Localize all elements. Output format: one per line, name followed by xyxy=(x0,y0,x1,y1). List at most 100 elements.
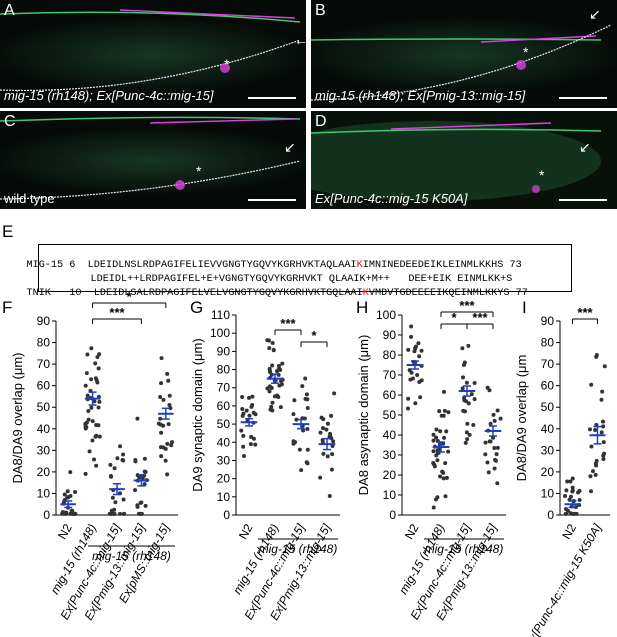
chart-g-data-point xyxy=(265,386,270,391)
panel-a-caption: mig-15 (rh148); Ex[Punc-4c::mig-15] xyxy=(4,88,214,103)
chart-i-ytick-label: 10 xyxy=(541,486,555,500)
chart-g-data-point xyxy=(240,394,245,399)
chart-i-data-point xyxy=(588,427,593,432)
panel-b-micrograph xyxy=(311,0,617,108)
chart-h-ytick-label: 0 xyxy=(389,508,396,522)
panel-e-label: E xyxy=(2,222,14,241)
chart-g-data-point xyxy=(278,405,283,410)
panel-b-caption: mig-15 (rh148); Ex[Pmig-13::mig-15] xyxy=(315,88,526,103)
chart-h-data-point xyxy=(488,421,493,426)
chart-g-data-point xyxy=(305,397,310,402)
chart-f-data-point xyxy=(133,459,138,464)
chart-f-data-point xyxy=(112,466,117,471)
chart-g-data-point xyxy=(318,430,323,435)
chart-g-data-point xyxy=(305,427,310,432)
chart-h-data-point xyxy=(443,494,448,499)
chart-h-ytick-label: 90 xyxy=(383,328,397,342)
chart-i-data-point xyxy=(570,489,575,494)
panel-b-image: B mig-15 (rh148); Ex[Pmig-13::mig-15] * … xyxy=(311,0,617,108)
chart-f-data-point xyxy=(64,510,69,515)
chart-f-data-point xyxy=(159,356,164,361)
panel-c-arrow-icon: ↙ xyxy=(284,139,296,155)
chart-f-data-point xyxy=(93,361,98,366)
chart-i-data-point xyxy=(599,430,604,435)
chart-g-data-point xyxy=(247,395,252,400)
chart-g-data-point xyxy=(239,428,244,433)
chart-f-data-point xyxy=(158,416,163,421)
chart-f-data-point xyxy=(118,511,123,516)
chart-i-ytick-label: 20 xyxy=(541,465,555,479)
chart-h-category-label: N2 xyxy=(402,521,422,542)
chart-f-data-point xyxy=(90,419,95,424)
chart-i-data-point xyxy=(566,508,571,513)
chart-g-data-point xyxy=(291,412,296,417)
chart-f-data-point xyxy=(120,457,125,462)
chart-h-data-point xyxy=(491,412,496,417)
panel-d-arrow-icon: ↙ xyxy=(579,139,591,155)
chart-i-data-point xyxy=(602,451,607,456)
chart-g-data-point xyxy=(241,453,246,458)
chart-h-data-point xyxy=(463,440,468,445)
chart-h-data-point xyxy=(446,410,451,415)
chart-h-data-point xyxy=(464,430,469,435)
chart-h-data-point xyxy=(406,396,411,401)
chart-g-ylabel: DA9 synaptic domain (μm) xyxy=(190,338,205,491)
panel-c-scale-bar xyxy=(248,199,296,201)
chart-g-ytick-label: 100 xyxy=(210,326,230,340)
chart-f-data-point xyxy=(86,417,91,422)
chart-g-data-point xyxy=(267,346,272,351)
chart-g-data-point xyxy=(248,442,253,447)
chart-g-data-point xyxy=(275,369,280,374)
chart-i-category-label: N2 xyxy=(559,521,579,542)
chart-i-ytick-label: 50 xyxy=(541,400,555,414)
chart-g-ytick-label: 70 xyxy=(217,381,231,395)
chart-g-data-point xyxy=(241,444,246,449)
chart-g-data-point xyxy=(291,439,296,444)
chart-h-data-point xyxy=(494,452,499,457)
chart-h-sig-label: *** xyxy=(472,310,488,325)
chart-g-data-point xyxy=(265,338,270,343)
chart-i-data-point xyxy=(593,472,598,477)
chart-h-data-point xyxy=(413,401,418,406)
chart-f-data-point xyxy=(73,489,78,494)
panel-b-asterisk: * xyxy=(523,44,529,60)
chart-f-data-point xyxy=(96,366,101,371)
chart-i-ytick-label: 0 xyxy=(547,508,554,522)
chart-g-ytick-label: 60 xyxy=(217,399,231,413)
chart-h-data-point xyxy=(438,429,443,434)
chart-f-data-point xyxy=(83,471,88,476)
chart-g-ytick-label: 20 xyxy=(217,472,231,486)
chart-f-data-point xyxy=(138,511,143,516)
chart-h-data-point xyxy=(493,458,498,463)
chart-g-data-point xyxy=(305,405,310,410)
chart-g-data-point xyxy=(269,385,274,390)
chart-g-data-point xyxy=(268,370,273,375)
chart-h-data-point xyxy=(441,441,446,446)
chart-g-data-point xyxy=(247,413,252,418)
chart-i-data-point xyxy=(601,419,606,424)
chart-g-data-point xyxy=(241,411,246,416)
panel-d-asterisk: * xyxy=(539,167,545,183)
chart-f-data-point xyxy=(89,405,94,410)
chart-g-data-point xyxy=(244,408,249,413)
chart-g-category-label: N2 xyxy=(236,521,256,542)
panel-c-caption: wild type xyxy=(4,191,55,206)
chart-h-data-point xyxy=(419,348,424,353)
chart-f-ytick-label: 50 xyxy=(37,400,51,414)
chart-f-data-point xyxy=(83,426,88,431)
chart-f-data-point xyxy=(65,495,70,500)
chart-h-data-point xyxy=(483,452,488,457)
chart-f-data-point xyxy=(143,469,148,474)
chart-g-data-point xyxy=(304,392,309,397)
chart-f-data-point xyxy=(68,511,73,516)
chart-f-data-point xyxy=(115,456,120,461)
chart-g-ytick-label: 90 xyxy=(217,344,231,358)
chart-f-data-point xyxy=(87,449,92,454)
chart-f-data-point xyxy=(97,352,102,357)
panel-a-micrograph xyxy=(0,0,306,108)
chart-i-ytick-label: 30 xyxy=(541,443,555,457)
panel-i-label: I xyxy=(522,298,527,317)
chart-f-data-point xyxy=(94,463,99,468)
chart-g-data-point xyxy=(299,468,304,473)
chart-f-data-point xyxy=(94,433,99,438)
